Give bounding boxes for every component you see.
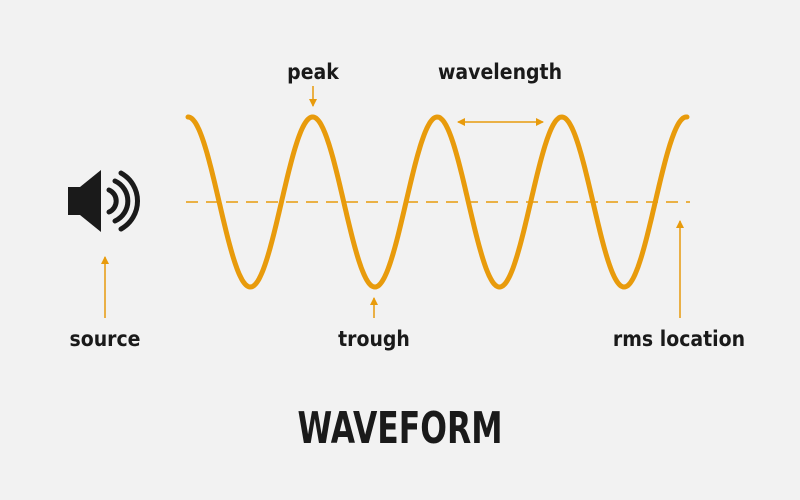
rms-location-label: rms location bbox=[613, 327, 745, 351]
diagram-title: WAVEFORM bbox=[298, 403, 503, 454]
waveform-curve bbox=[185, 114, 690, 290]
peak-label: peak bbox=[287, 60, 339, 84]
speaker-icon bbox=[68, 170, 140, 232]
wavelength-label: wavelength bbox=[438, 60, 562, 84]
trough-label: trough bbox=[338, 327, 410, 351]
source-label: source bbox=[69, 327, 140, 351]
